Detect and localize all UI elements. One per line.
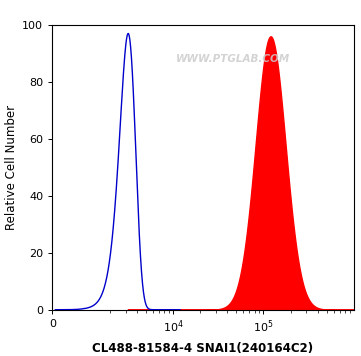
Text: WWW.PTGLAB.COM: WWW.PTGLAB.COM xyxy=(176,54,290,64)
X-axis label: CL488-81584-4 SNAI1(240164C2): CL488-81584-4 SNAI1(240164C2) xyxy=(92,342,314,355)
Y-axis label: Relative Cell Number: Relative Cell Number xyxy=(5,105,18,230)
